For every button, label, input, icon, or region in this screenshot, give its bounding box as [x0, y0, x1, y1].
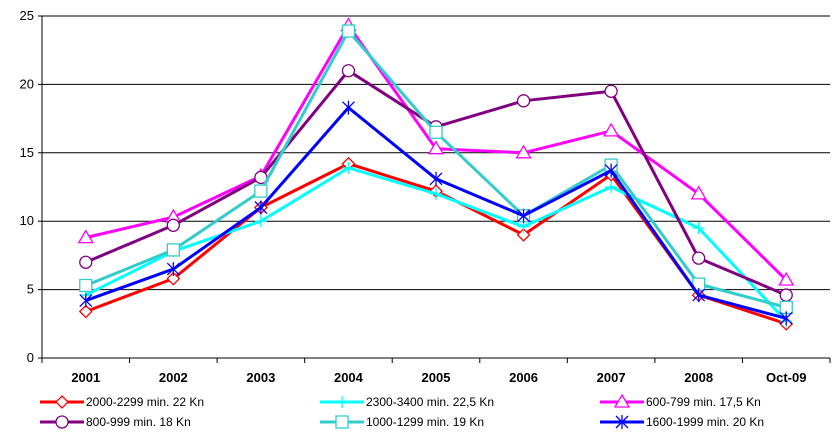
- data-point: [516, 94, 531, 108]
- data-point: [429, 171, 443, 186]
- data-point: [79, 255, 93, 269]
- data-point: [254, 200, 268, 215]
- data-point: [692, 222, 705, 235]
- data-point: [79, 293, 93, 308]
- legend: 2000-2299 min. 22 Kn 2300-3400 min. 22,5 …: [40, 393, 764, 429]
- legend-label: 600-799 min. 17,5 Kn: [646, 395, 761, 409]
- legend-label: 1600-1999 min. 20 Kn: [646, 415, 764, 429]
- data-point: [604, 84, 618, 98]
- x-tick-label: 2006: [509, 370, 538, 385]
- data-point: [779, 288, 793, 302]
- data-point: [427, 140, 445, 155]
- x-tick-label: 2003: [246, 370, 275, 385]
- legend-item-0: 2000-2299 min. 22 Kn: [40, 395, 204, 409]
- y-tick-label: 15: [20, 145, 34, 160]
- legend-item-4: 1000-1299 min. 19 Kn: [320, 415, 484, 429]
- y-tick-label: 5: [27, 282, 34, 297]
- x-tick-label: Oct-09: [766, 370, 806, 385]
- legend-item-5: 1600-1999 min. 20 Kn: [600, 415, 764, 429]
- series-line-5: [85, 106, 787, 320]
- x-tick-label: 2005: [422, 370, 451, 385]
- data-point: [430, 187, 442, 200]
- series-4: [79, 24, 793, 315]
- data-point: [429, 125, 443, 139]
- data-point: [79, 278, 93, 293]
- data-point: [166, 262, 180, 277]
- x-tick-label: 2008: [684, 370, 713, 385]
- data-point: [692, 251, 706, 265]
- data-point: [692, 288, 706, 303]
- data-point: [604, 163, 618, 178]
- legend-label: 2300-3400 min. 22,5 Kn: [366, 395, 494, 409]
- y-tick-label: 10: [20, 213, 34, 228]
- legend-marker: [613, 393, 631, 408]
- y-tick-label: 25: [20, 8, 34, 23]
- data-point: [515, 144, 532, 159]
- series-2: [77, 17, 795, 286]
- data-point: [341, 100, 355, 115]
- legend-label: 1000-1299 min. 19 Kn: [366, 415, 484, 429]
- data-point: [166, 243, 180, 257]
- data-point: [254, 184, 268, 198]
- x-axis-ticks: 2001 2002 2003 2004 2005 2006 2007 2008 Oct-09: [41, 358, 831, 385]
- legend-marker: [336, 396, 348, 408]
- data-point: [602, 122, 620, 137]
- data-point: [77, 229, 94, 244]
- x-tick-label: 2002: [159, 370, 188, 385]
- legend-label: 2000-2299 min. 22 Kn: [86, 395, 204, 409]
- data-point: [690, 185, 707, 200]
- data-point: [605, 181, 618, 193]
- data-point: [516, 227, 531, 242]
- series-lines: [77, 17, 795, 331]
- legend-marker: [615, 415, 629, 429]
- data-point: [78, 304, 93, 319]
- data-point: [166, 271, 181, 286]
- legend-item-3: 800-999 min. 18 Kn: [40, 415, 191, 429]
- x-tick-label: 2001: [71, 370, 100, 385]
- x-tick-label: 2007: [597, 370, 626, 385]
- legend-marker: [55, 395, 69, 409]
- data-point: [341, 64, 356, 78]
- legend-marker: [55, 415, 69, 429]
- y-tick-label: 0: [27, 350, 34, 365]
- legend-item-1: 2300-3400 min. 22,5 Kn: [320, 395, 494, 409]
- axes: [41, 16, 830, 359]
- legend-marker: [335, 415, 349, 429]
- data-point: [166, 218, 180, 232]
- data-point: [341, 24, 356, 38]
- y-tick-label: 20: [20, 76, 34, 91]
- y-axis-ticks: 0 5 10 15 20 25: [20, 8, 42, 365]
- data-point: [779, 311, 793, 326]
- data-point: [342, 161, 355, 174]
- data-point: [778, 271, 795, 286]
- legend-label: 800-999 min. 18 Kn: [86, 415, 191, 429]
- data-point: [517, 208, 531, 223]
- legend-item-2: 600-799 min. 17,5 Kn: [600, 393, 761, 409]
- data-point: [254, 215, 267, 228]
- x-tick-label: 2004: [334, 370, 364, 385]
- series-5: [79, 100, 793, 326]
